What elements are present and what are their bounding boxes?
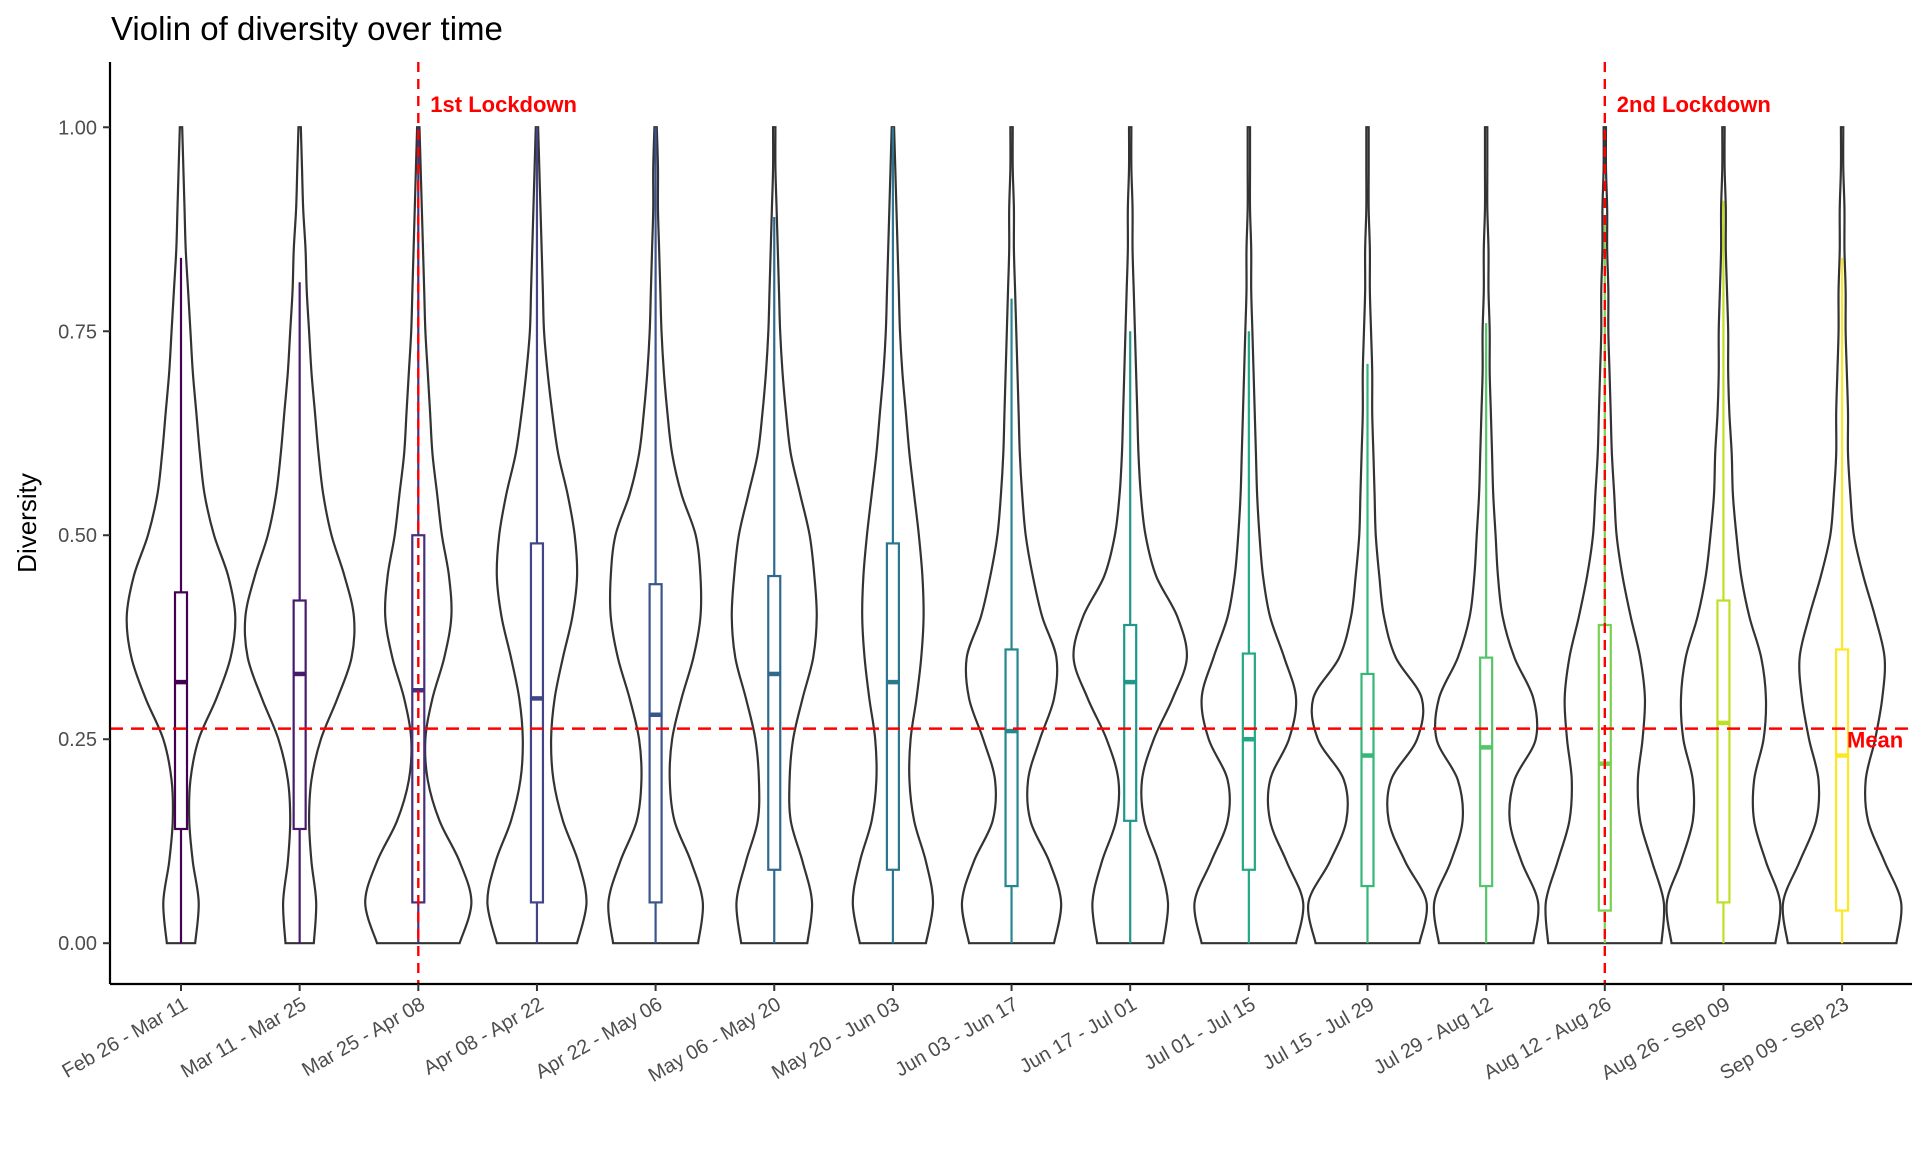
violin-6 <box>730 126 818 945</box>
violin-9 <box>1072 126 1188 945</box>
boxplot-box <box>648 583 663 904</box>
x-tick-label: May 20 - Jun 03 <box>768 993 903 1084</box>
violin-5 <box>607 126 705 945</box>
chart-title: Violin of diversity over time <box>111 10 503 47</box>
violin-11 <box>1306 126 1429 945</box>
boxplot-box <box>292 599 307 831</box>
x-tick-label: Jul 29 - Aug 12 <box>1370 993 1497 1079</box>
violin-14 <box>1665 126 1782 945</box>
boxplot-15 <box>1834 257 1850 944</box>
boxplot-5 <box>648 127 663 944</box>
violin-15 <box>1781 126 1903 945</box>
x-tick-label: Jul 15 - Jul 29 <box>1259 993 1378 1074</box>
y-tick-label: 0.00 <box>58 933 97 955</box>
boxplot-box <box>529 542 545 904</box>
reference-lines-layer: 1st Lockdown 2nd Lockdown Mean <box>110 62 1912 984</box>
boxplot-box <box>1834 648 1850 912</box>
axes-layer <box>103 62 1912 991</box>
boxplot-2 <box>292 282 307 944</box>
boxplot-4 <box>529 127 545 944</box>
y-tick-label: 0.75 <box>58 321 97 343</box>
lockdown-label-1: 1st Lockdown <box>430 92 577 117</box>
boxplot-box <box>1716 599 1731 904</box>
violin-7 <box>851 126 935 945</box>
boxplot-box <box>1123 623 1138 822</box>
boxplot-box <box>173 591 189 831</box>
boxplot-14 <box>1716 200 1731 944</box>
boxplot-9 <box>1123 331 1138 944</box>
violins-layer <box>125 126 1903 945</box>
violin-2 <box>243 126 356 945</box>
boxplot-box <box>885 542 901 871</box>
x-tick-label: May 06 - May 20 <box>645 993 785 1087</box>
boxplot-10 <box>1241 331 1256 944</box>
violin-13 <box>1544 126 1666 945</box>
boxplot-7 <box>885 127 901 944</box>
violin-4 <box>486 126 588 945</box>
violin-3 <box>364 126 473 945</box>
y-axis-title: Diversity <box>12 473 42 573</box>
x-tick-label: Mar 25 - Apr 08 <box>298 993 428 1081</box>
x-tick-label: Jun 17 - Jul 01 <box>1016 993 1141 1078</box>
boxplot-12 <box>1479 323 1494 944</box>
x-tick-label: Aug 12 - Aug 26 <box>1480 993 1615 1084</box>
y-tick-label: 0.50 <box>58 525 97 547</box>
y-tick-label: 1.00 <box>58 117 97 139</box>
violin-8 <box>960 126 1063 945</box>
x-tick-label: Jul 01 - Jul 15 <box>1141 993 1260 1074</box>
x-tick-label: Apr 08 - Apr 22 <box>420 993 548 1079</box>
boxplot-1 <box>173 257 189 944</box>
boxplot-box <box>1479 656 1494 888</box>
boxplot-box <box>1004 648 1019 888</box>
boxplot-box <box>1360 672 1375 888</box>
boxplot-11 <box>1360 363 1375 944</box>
violin-12 <box>1432 126 1540 945</box>
boxplot-box <box>767 574 782 871</box>
y-tick-label: 0.25 <box>58 729 97 751</box>
boxplot-8 <box>1004 298 1019 944</box>
violin-1 <box>125 126 237 945</box>
boxplot-6 <box>767 217 782 944</box>
x-tick-label: Feb 26 - Mar 11 <box>59 993 192 1082</box>
x-tick-label: Mar 11 - Mar 25 <box>177 993 310 1082</box>
violin-10 <box>1193 126 1305 945</box>
x-tick-label: Aug 26 - Sep 09 <box>1598 993 1734 1084</box>
x-tick-label: Sep 09 - Sep 23 <box>1716 993 1852 1084</box>
lockdown-label-2: 2nd Lockdown <box>1617 92 1771 117</box>
boxplot-3 <box>411 127 426 944</box>
boxplots-layer <box>173 127 1850 944</box>
boxplot-box <box>1241 652 1256 871</box>
mean-label: Mean <box>1847 728 1903 753</box>
x-tick-label: Jun 03 - Jun 17 <box>892 993 1022 1081</box>
